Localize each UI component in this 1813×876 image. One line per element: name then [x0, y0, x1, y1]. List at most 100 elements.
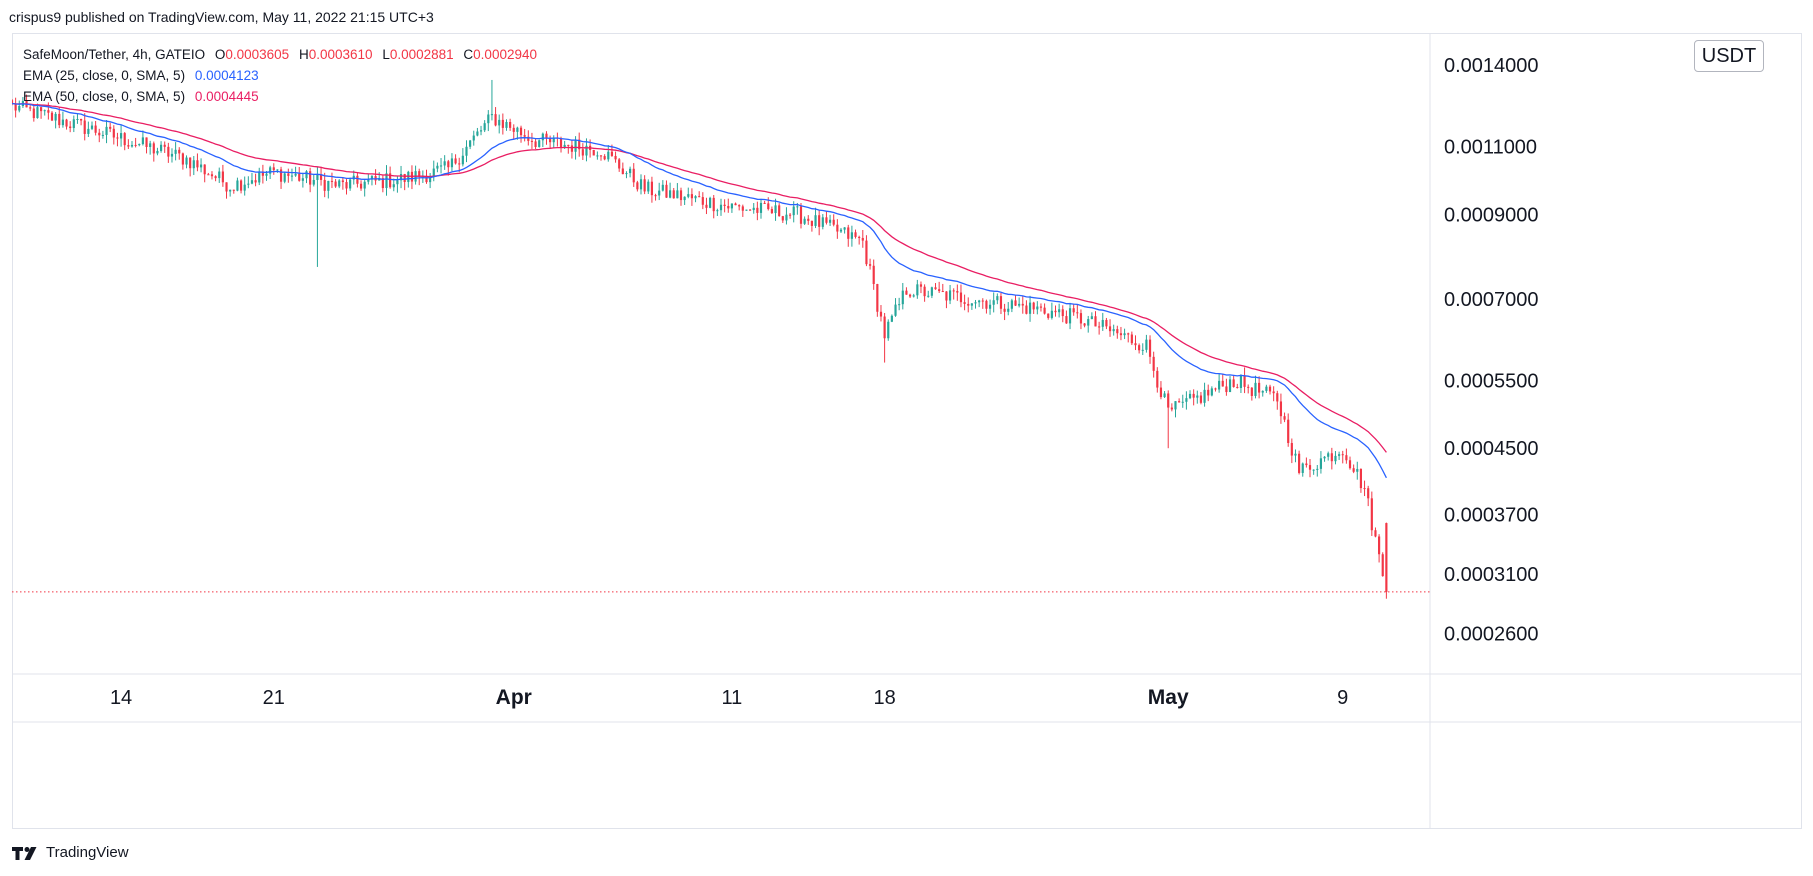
candle-body — [1283, 416, 1286, 420]
candle-body — [392, 184, 395, 188]
candle-body — [709, 197, 712, 208]
candle-body — [603, 156, 606, 160]
candle-body — [254, 180, 257, 183]
candle-body — [828, 219, 832, 223]
candle-body — [1348, 460, 1352, 469]
candle-body — [490, 114, 494, 116]
candle-body — [741, 206, 744, 211]
candle-body — [149, 143, 152, 148]
candle-body — [596, 155, 599, 157]
candle-body — [759, 202, 763, 213]
candle-body — [239, 180, 243, 191]
candle-body — [250, 180, 254, 184]
candle-body — [170, 153, 174, 157]
candle-body — [1268, 386, 1272, 392]
candle-body — [1007, 308, 1010, 312]
candle-body — [192, 160, 195, 169]
candle-body — [185, 157, 188, 165]
candle-body — [18, 106, 21, 111]
candle-body — [898, 304, 901, 306]
candle-body — [1101, 319, 1104, 327]
candle-body — [1025, 305, 1028, 314]
candle-body — [1098, 326, 1101, 328]
candle-body — [76, 118, 79, 120]
candle-body — [803, 218, 806, 224]
candle-body — [389, 173, 392, 188]
candle-body — [1345, 455, 1348, 461]
candle-body — [265, 173, 268, 176]
currency-button[interactable]: USDT — [1694, 40, 1764, 72]
candle-body — [578, 139, 581, 150]
candle-body — [1039, 306, 1043, 308]
candle-body — [570, 145, 574, 152]
candle-body — [996, 296, 999, 301]
candle-body — [1327, 453, 1330, 457]
candle-body — [549, 138, 552, 143]
candle-body — [948, 290, 952, 301]
ema25-label: EMA (25, close, 0, SMA, 5) — [23, 68, 186, 83]
candle-body — [901, 290, 904, 305]
y-tick-label: 0.0011000 — [1444, 137, 1537, 159]
candle-body — [458, 163, 461, 165]
candle-body — [610, 151, 614, 156]
candle-body — [1178, 401, 1181, 403]
chart-frame — [12, 33, 1802, 829]
candle-body — [1167, 393, 1170, 408]
candle-body — [981, 300, 984, 302]
candle-body — [868, 264, 872, 266]
candle-body — [959, 292, 963, 303]
candle-body — [1363, 488, 1366, 490]
x-tick-label: 11 — [722, 687, 743, 709]
candle-body — [1094, 316, 1097, 327]
candle-body — [1119, 333, 1123, 336]
candle-body — [1250, 387, 1253, 396]
candle-body — [905, 290, 908, 295]
candle-body — [156, 150, 159, 154]
candle-body — [429, 175, 432, 183]
candle-body — [1359, 468, 1363, 489]
y-tick-label: 0.0014000 — [1444, 55, 1539, 77]
candle-body — [61, 119, 64, 126]
x-tick-label: Apr — [496, 686, 532, 709]
candle-body — [1170, 407, 1173, 410]
candle-body — [36, 107, 39, 119]
candle-body — [967, 303, 970, 306]
candle-body — [1319, 458, 1323, 469]
candle-body — [1188, 393, 1192, 399]
candle-body — [1261, 390, 1264, 393]
candle-body — [1076, 312, 1079, 314]
candle-body — [1341, 454, 1344, 456]
candle-body — [756, 207, 759, 213]
candle-body — [1228, 379, 1232, 393]
y-tick-label: 0.0002600 — [1444, 623, 1539, 645]
price-chart[interactable]: 0.0014000 0.0011000 0.0009000 0.0007000 0.00… — [12, 33, 1802, 829]
close-label: C — [463, 47, 474, 62]
candle-body — [498, 119, 501, 126]
candle-body — [574, 139, 577, 152]
candle-body — [109, 126, 112, 129]
candle-body — [461, 155, 464, 165]
candle-body — [69, 126, 72, 129]
candle-body — [861, 237, 864, 241]
candle-body — [1330, 453, 1333, 462]
candle-body — [450, 158, 454, 168]
legend-ema50-row[interactable]: EMA (50, close, 0, SMA, 5) 0.0004445 — [23, 86, 549, 107]
candle-body — [181, 153, 184, 165]
legend-ema25-row[interactable]: EMA (25, close, 0, SMA, 5) 0.0004123 — [23, 65, 549, 86]
candle-body — [858, 236, 861, 238]
candle-body — [679, 190, 683, 201]
candle-body — [29, 107, 32, 109]
candle-body — [1083, 323, 1086, 326]
candle-body — [778, 205, 781, 217]
candle-body — [54, 113, 57, 121]
candle-body — [381, 178, 384, 189]
candle-body — [694, 196, 697, 199]
candle-body — [839, 229, 843, 232]
candle-body — [1334, 455, 1337, 462]
candle-body — [912, 295, 915, 297]
candle-body — [243, 184, 246, 191]
candle-body — [625, 173, 628, 175]
candle-body — [1003, 308, 1006, 312]
tradingview-footer[interactable]: TradingView — [12, 844, 129, 861]
candle-body — [538, 140, 541, 147]
